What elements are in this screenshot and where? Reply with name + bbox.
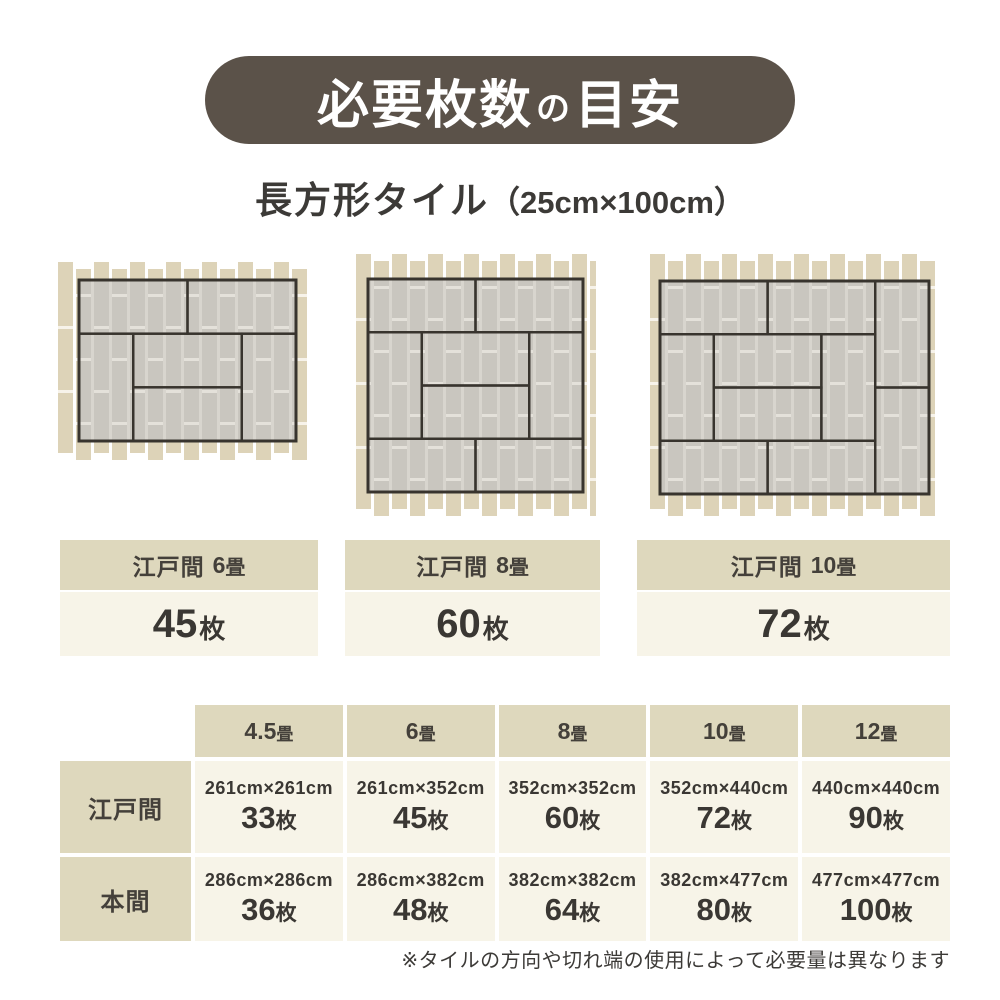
table-row-header: 本間	[60, 857, 191, 941]
page-title-2: 目安	[575, 76, 684, 135]
table-cell: 352cm×440cm 72枚	[650, 761, 799, 853]
table-row-header: 江戸間	[60, 761, 191, 853]
table-cell: 261cm×352cm 45枚	[346, 761, 495, 853]
summary-box-8jo: 江戸間 8 畳 60 枚	[345, 540, 600, 656]
table-header-4.5jo: 4.5 畳	[195, 705, 343, 757]
tatami-diagram-8jo	[356, 254, 596, 516]
required-count: 72 枚	[637, 592, 950, 656]
title-banner: 必要枚数の目安	[205, 56, 795, 144]
table-corner-cell	[60, 705, 191, 757]
table-cell: 286cm×382cm 48枚	[346, 857, 495, 941]
summary-room-label: 江戸間 6 畳	[60, 540, 318, 590]
tile-size-label: （25cm×100cm）	[489, 185, 745, 220]
table-cell: 440cm×440cm 90枚	[802, 761, 950, 853]
page-title-particle: の	[536, 89, 572, 128]
tatami-diagram-6jo	[58, 262, 307, 460]
table-cell: 352cm×352cm 60枚	[498, 761, 647, 853]
size-table: 4.5 畳 6 畳 8 畳 10 畳 12 畳江戸間 261cm×261cm 33枚 261cm×352…	[60, 705, 950, 941]
table-cell: 286cm×286cm 36枚	[195, 857, 343, 941]
table-cell: 382cm×382cm 64枚	[498, 857, 647, 941]
tile-type-label: 長方形タイル	[255, 180, 490, 221]
table-cell: 382cm×477cm 80枚	[650, 857, 799, 941]
tatami-diagram-10jo	[650, 254, 935, 516]
footnote: ※タイルの方向や切れ端の使用によって必要量は異なります	[401, 950, 950, 972]
table-cell: 261cm×261cm 33枚	[195, 761, 343, 853]
page-title: 必要枚数	[316, 76, 533, 135]
table-header-10jo: 10 畳	[650, 705, 799, 757]
summary-box-6jo: 江戸間 6 畳 45 枚	[60, 540, 318, 656]
table-header-12jo: 12 畳	[802, 705, 950, 757]
required-count: 45 枚	[60, 592, 318, 656]
required-count: 60 枚	[345, 592, 600, 656]
summary-room-label: 江戸間 8 畳	[345, 540, 600, 590]
summary-room-label: 江戸間 10 畳	[637, 540, 950, 590]
summary-box-10jo: 江戸間 10 畳 72 枚	[637, 540, 950, 656]
subtitle: 長方形タイル（25cm×100cm）	[0, 170, 1000, 224]
table-cell: 477cm×477cm 100枚	[802, 857, 950, 941]
